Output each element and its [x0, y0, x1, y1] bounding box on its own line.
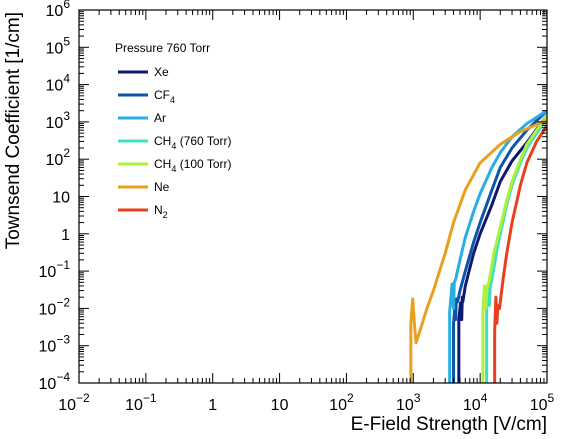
series-line-xe — [457, 114, 547, 383]
legend-entry-label: Ne — [154, 180, 170, 194]
series-line-ne — [409, 118, 547, 383]
series-line-cf4 — [452, 109, 547, 383]
x-axis-title: E-Field Strength [V/cm] — [351, 414, 547, 435]
legend-title: Pressure 760 Torr — [115, 41, 210, 55]
legend-entry-label: CF4 — [154, 88, 175, 105]
series-layer — [409, 109, 547, 383]
y-tick-label: 10 — [52, 190, 70, 207]
x-tick-label: 10 — [271, 397, 289, 414]
series-line-ar — [448, 109, 547, 383]
y-tick-label: 1 — [61, 227, 70, 244]
series-line-ch4-100-torr- — [481, 114, 547, 383]
legend-entry-label: Ar — [154, 111, 166, 125]
x-tick-label: 1 — [208, 397, 217, 414]
y-axis-title: Townsend Coefficient [1/cm] — [3, 12, 24, 249]
ticks-layer — [78, 9, 548, 384]
legend-entry-label: Xe — [154, 65, 169, 79]
series-line-n2 — [493, 124, 547, 383]
